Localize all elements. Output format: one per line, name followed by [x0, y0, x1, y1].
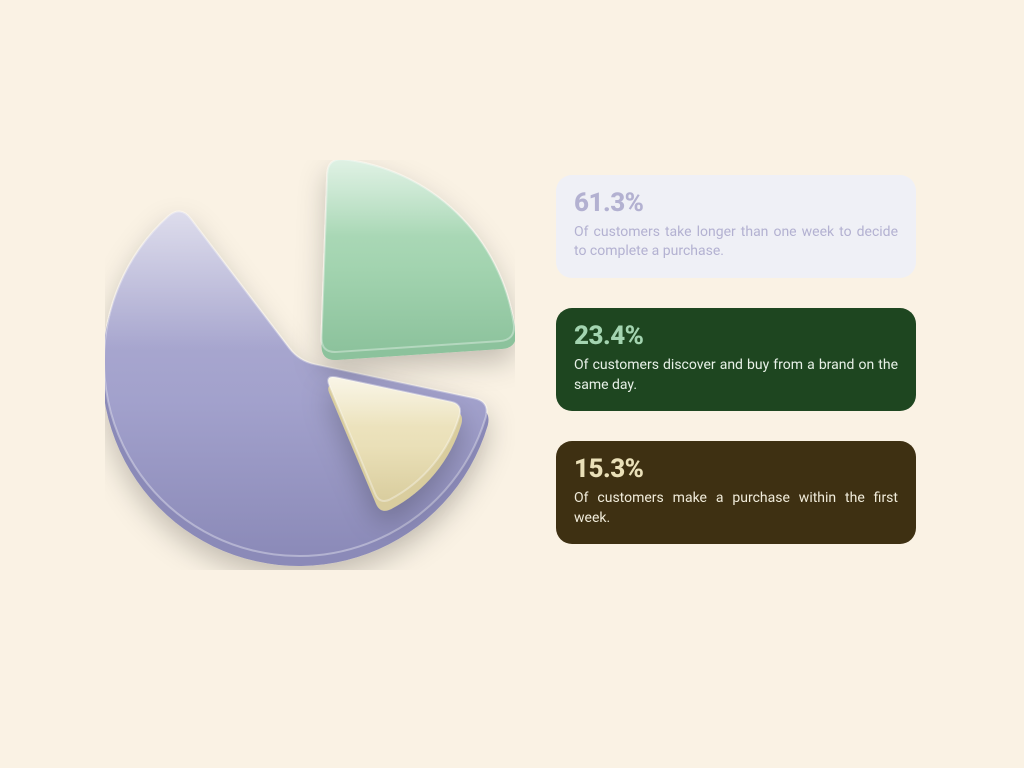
stat-card-same-day: 23.4% Of customers discover and buy from…	[556, 308, 916, 411]
stat-card-within-week: 15.3% Of customers make a purchase withi…	[556, 441, 916, 544]
infographic-canvas: 61.3% Of customers take longer than one …	[0, 0, 1024, 768]
stat-percent: 61.3%	[574, 189, 898, 219]
pie-slice-same_day	[322, 160, 515, 360]
stat-percent: 15.3%	[574, 455, 898, 485]
stat-description: Of customers discover and buy from a bra…	[574, 356, 898, 395]
pie-chart	[105, 160, 515, 574]
stat-description: Of customers make a purchase within the …	[574, 489, 898, 528]
stat-description: Of customers take longer than one week t…	[574, 223, 898, 262]
stat-card-longer-week: 61.3% Of customers take longer than one …	[556, 175, 916, 278]
stat-cards: 61.3% Of customers take longer than one …	[556, 175, 916, 574]
stat-percent: 23.4%	[574, 322, 898, 352]
